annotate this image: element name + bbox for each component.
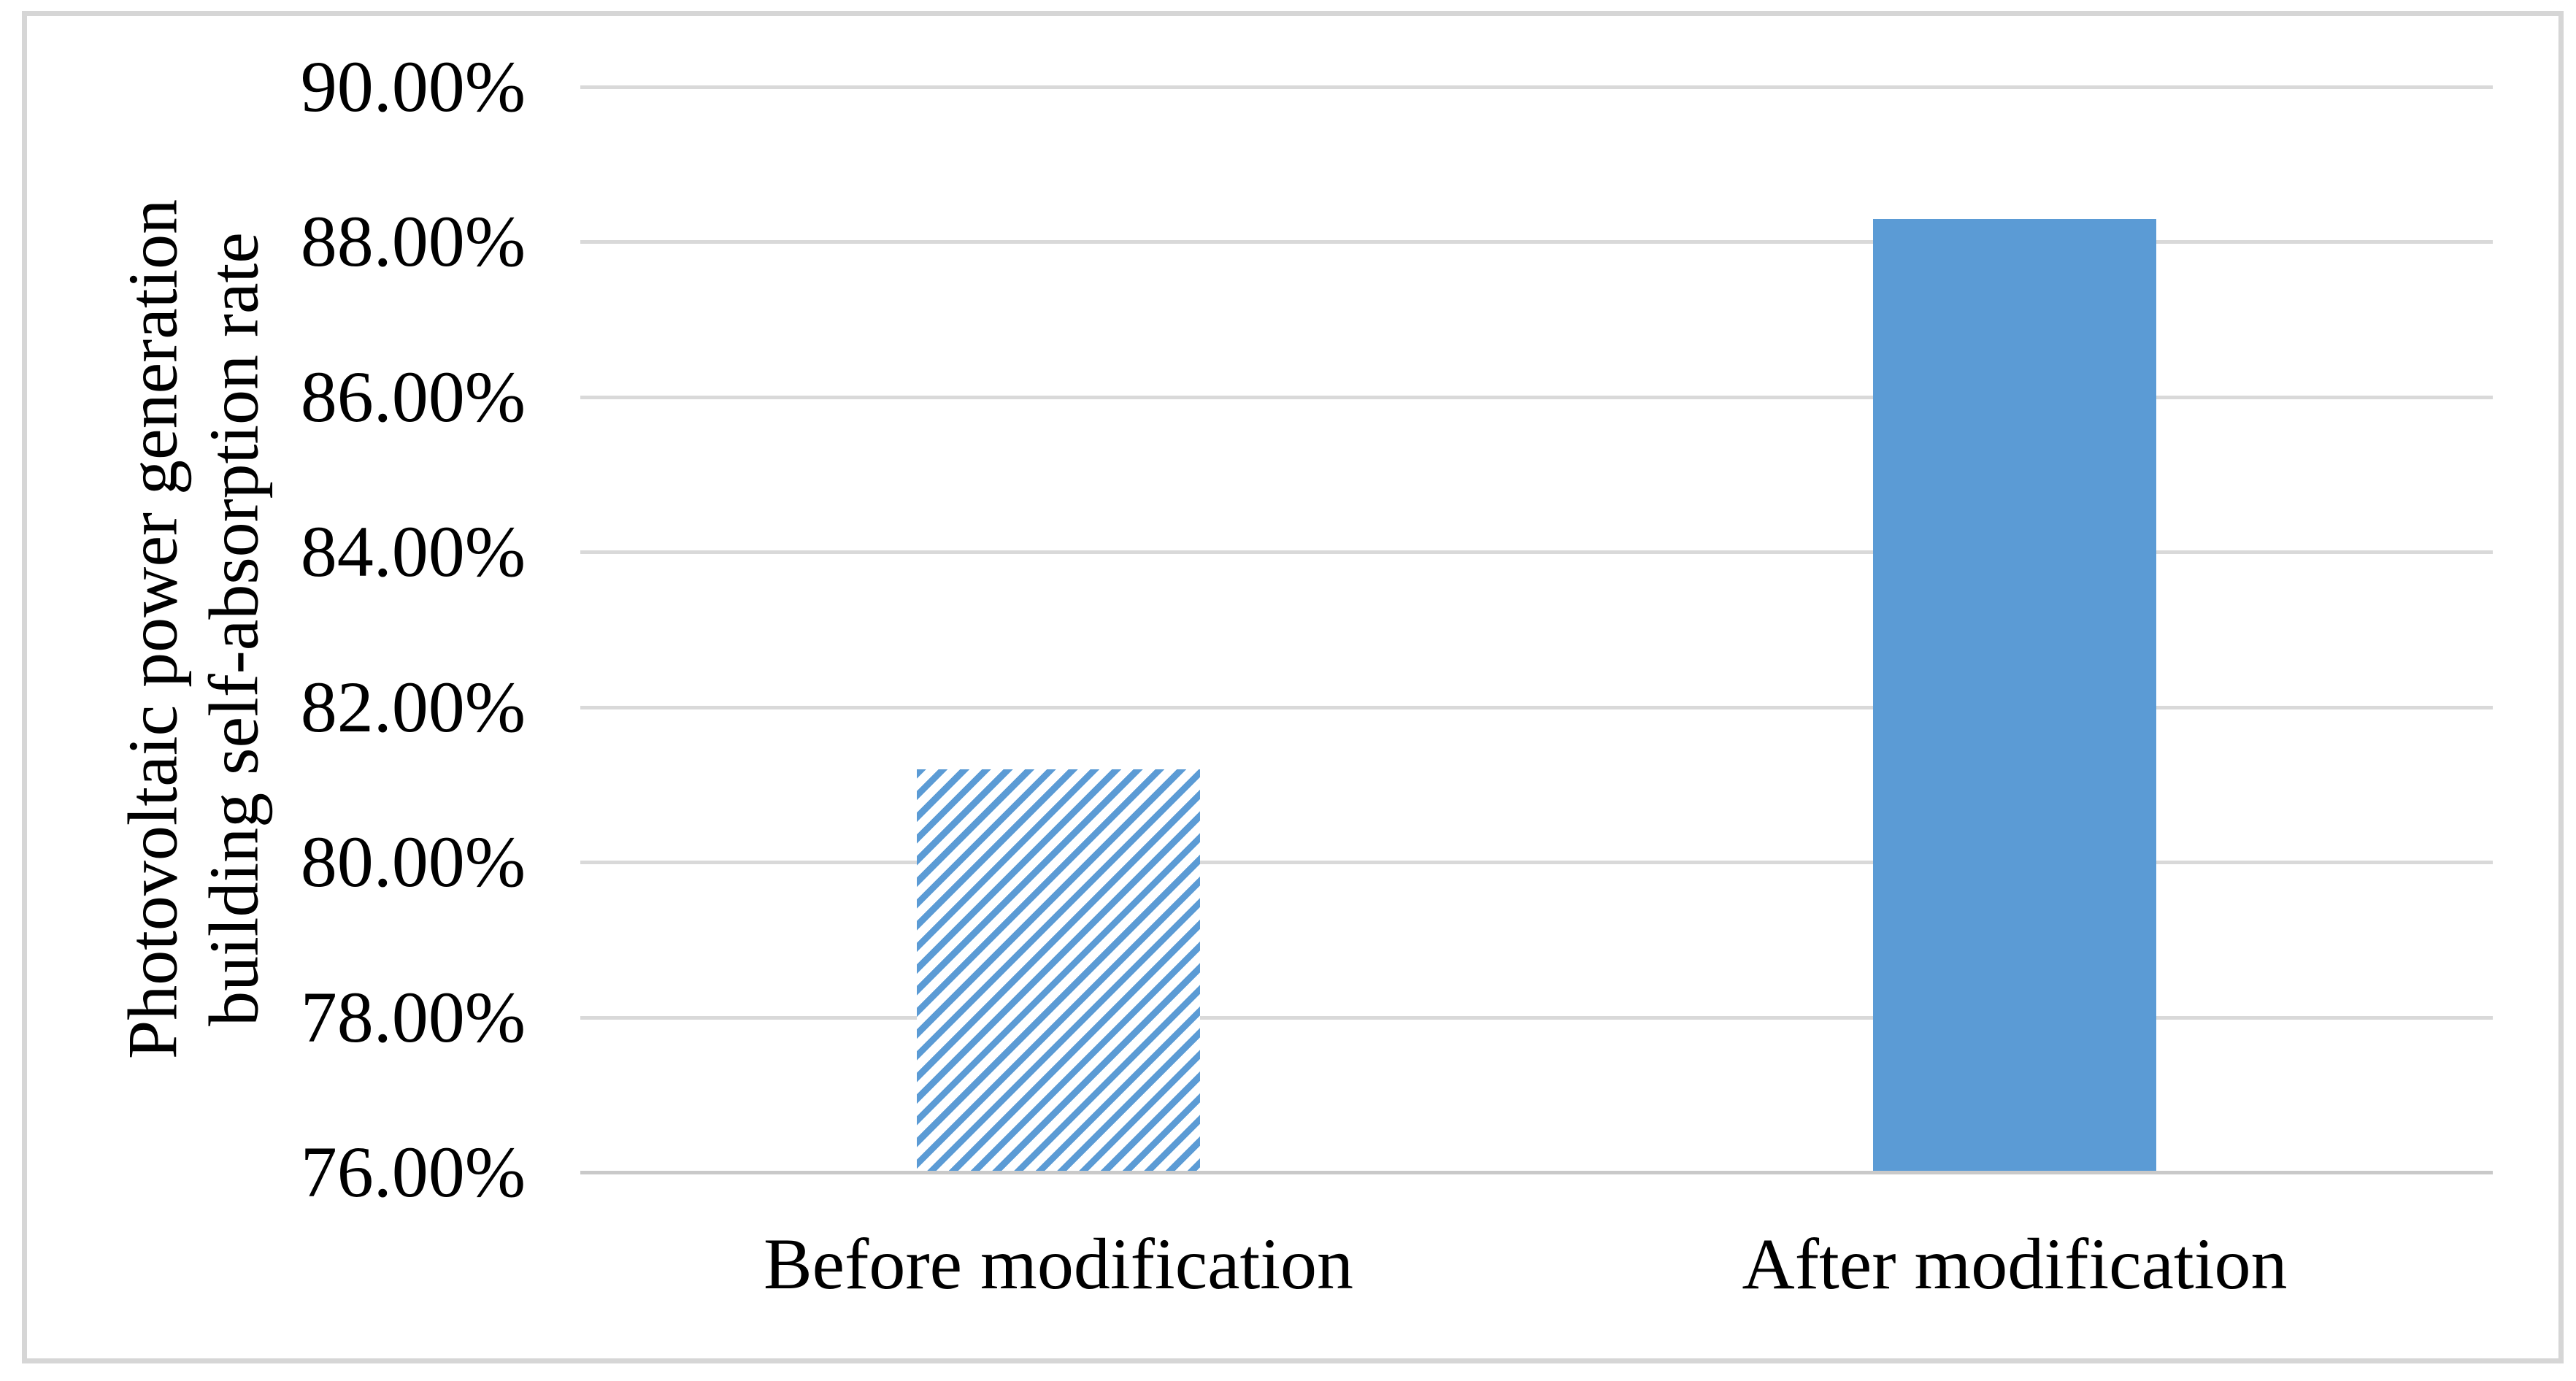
- y-axis-tick-label: 84.00%: [300, 511, 526, 592]
- y-axis-tick-label: 90.00%: [300, 46, 526, 127]
- gridline: [580, 1016, 2493, 1020]
- y-axis-tick-label: 88.00%: [300, 201, 526, 282]
- y-axis-tick-label: 86.00%: [300, 356, 526, 437]
- y-axis-title: Photovoltaic power generation building s…: [112, 199, 275, 1059]
- figure-border: [22, 11, 2564, 1363]
- y-axis-title-line-2: building self-absorption rate: [195, 232, 273, 1026]
- y-axis-tick-label: 82.00%: [300, 666, 526, 747]
- x-axis-label-before-modification: Before modification: [763, 1223, 1354, 1304]
- bar-before-modification: [917, 769, 1200, 1172]
- gridline: [580, 85, 2493, 89]
- y-axis-title-line-1: Photovoltaic power generation: [113, 199, 192, 1060]
- gridline: [580, 550, 2493, 554]
- plot-area: [580, 85, 2493, 1174]
- x-axis-label-after-modification: After modification: [1742, 1223, 2288, 1304]
- gridline: [580, 396, 2493, 399]
- gridline: [580, 861, 2493, 864]
- y-axis-tick-label: 78.00%: [300, 977, 526, 1058]
- gridline: [580, 706, 2493, 709]
- gridline: [580, 240, 2493, 244]
- axis-baseline: [580, 1171, 2493, 1174]
- y-axis-tick-label: 80.00%: [300, 821, 526, 902]
- y-axis-tick-label: 76.00%: [300, 1131, 526, 1212]
- bar-after-modification: [1873, 219, 2156, 1172]
